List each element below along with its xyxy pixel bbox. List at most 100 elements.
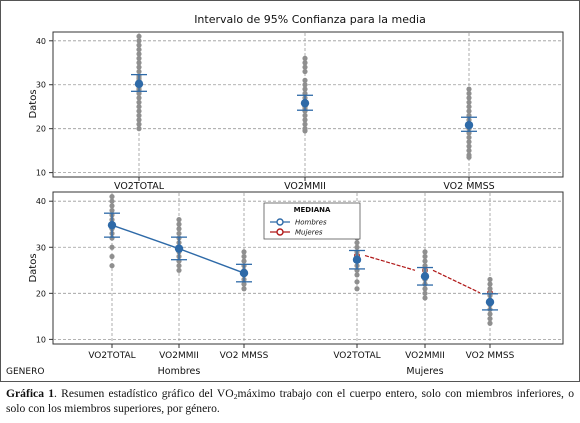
- top-data-point: [302, 112, 308, 119]
- bot-data-point: [109, 207, 115, 214]
- legend-mujeres-label: Mujeres: [295, 229, 323, 237]
- bot-data-point: [422, 249, 428, 255]
- bot-data-point: [487, 316, 493, 322]
- top-data-point: [466, 95, 472, 101]
- top-data-point: [136, 99, 142, 105]
- figure-caption: Gráfica 1. Resumen estadístico gráfico d…: [6, 386, 574, 416]
- top-data-point: [302, 121, 308, 127]
- top-data-point: [302, 82, 308, 88]
- bot-data-point: [176, 263, 182, 269]
- top-x-tick-label: VO2MMII: [284, 181, 326, 192]
- bot-mean-marker: [239, 268, 249, 278]
- caption-text-start: . Resumen estadístico gráfico del VO: [54, 387, 234, 400]
- top-data-point: [136, 112, 142, 119]
- top-data-point: [136, 121, 142, 127]
- top-data-point: [136, 126, 142, 132]
- top-y-axis-label: Datos: [28, 89, 39, 118]
- bot-data-point: [241, 281, 247, 287]
- top-data-point: [466, 139, 472, 145]
- factor-label-genero: GENERO: [6, 367, 44, 377]
- top-mean-marker: [464, 120, 474, 130]
- bot-data-point: [176, 230, 182, 237]
- bot-data-point: [422, 253, 428, 260]
- bot-data-point: [422, 295, 428, 301]
- bot-data-point: [487, 281, 493, 287]
- legend-hombres-label: Hombres: [295, 219, 327, 227]
- top-data-point: [136, 68, 142, 75]
- group-label-mujeres: Mujeres: [406, 366, 443, 377]
- bot-data-point: [176, 217, 182, 223]
- bot-data-point: [241, 249, 247, 255]
- bot-data-point: [109, 263, 115, 269]
- bottom-y-axis-label: Datos: [28, 253, 39, 282]
- bot-data-point: [422, 286, 428, 292]
- bot-data-point: [109, 244, 115, 250]
- bot-data-point: [487, 286, 493, 292]
- bottom-chart: Datos 10 20 30 40 VO2TOTAL VO2MMII VO2 MMSS VO…: [6, 191, 564, 377]
- bot-data-point: [241, 286, 247, 292]
- top-data-point: [466, 148, 472, 154]
- top-chart: Intervalo de 95% Confianza para la media…: [28, 13, 564, 192]
- top-data-point: [302, 77, 308, 83]
- bot-data-point: [422, 290, 428, 296]
- top-data-point: [466, 134, 472, 141]
- bot-data-point: [241, 253, 247, 260]
- legend: MEDIANA Hombres Mujeres: [263, 202, 361, 240]
- top-data-point: [136, 104, 142, 110]
- top-data-point: [466, 86, 472, 92]
- bot-y-tick-label: 30: [36, 243, 46, 252]
- median-line-mujeres-segment: [364, 254, 416, 271]
- top-data-point: [136, 95, 142, 101]
- top-data-point: [466, 90, 472, 97]
- bot-data-point: [176, 221, 182, 227]
- bot-data-point: [176, 267, 182, 273]
- bot-data-point: [487, 276, 493, 283]
- group-label-hombres: Hombres: [158, 366, 201, 377]
- top-data-point: [302, 117, 308, 123]
- top-data-point: [136, 108, 142, 114]
- top-y-tick-label: 40: [36, 37, 46, 46]
- bot-mean-marker: [352, 255, 362, 264]
- bot-data-point: [354, 244, 360, 250]
- bot-mean-marker: [485, 297, 495, 307]
- bot-data-point: [487, 320, 493, 326]
- top-x-tick-label: VO2 MMSS: [443, 181, 494, 192]
- bot-data-point: [241, 258, 247, 264]
- top-data-point: [466, 104, 472, 110]
- legend-mujeres-marker: [276, 228, 284, 236]
- bot-data-point: [487, 311, 493, 317]
- top-data-point: [136, 38, 142, 44]
- top-data-point: [302, 64, 308, 70]
- bot-data-point: [354, 286, 360, 292]
- top-data-point: [466, 152, 472, 158]
- bot-x-tick-label: VO2MMII: [405, 351, 445, 361]
- top-data-point: [302, 60, 308, 66]
- bot-mean-marker: [174, 244, 184, 253]
- top-x-tick-label: VO2TOTAL: [114, 181, 165, 192]
- top-data-point: [136, 46, 142, 53]
- top-y-tick-label: 30: [36, 81, 46, 90]
- legend-title: MEDIANA: [294, 206, 331, 214]
- bot-x-tick-label: VO2 MMSS: [466, 351, 515, 361]
- top-y-tick-label: 20: [36, 125, 46, 134]
- bot-data-point: [354, 279, 360, 285]
- bot-data-point: [109, 203, 115, 209]
- top-mean-marker: [300, 98, 310, 108]
- bot-y-tick-label: 40: [36, 197, 46, 206]
- bot-mean-marker: [420, 272, 430, 281]
- top-data-point: [136, 60, 142, 66]
- top-data-point: [136, 51, 142, 57]
- top-data-point: [302, 126, 308, 132]
- top-data-point: [302, 68, 308, 75]
- top-y-tick-label: 10: [36, 169, 46, 178]
- top-data-point: [136, 42, 142, 48]
- bot-x-tick-label: VO2TOTAL: [88, 351, 135, 361]
- bot-data-point: [354, 272, 360, 278]
- top-data-point: [136, 64, 142, 70]
- bot-mean-marker: [107, 220, 117, 230]
- caption-text-end: máximo trabajo con el cuerpo entero, sol…: [6, 387, 574, 415]
- legend-hombres-marker: [276, 218, 284, 226]
- bot-data-point: [354, 240, 360, 246]
- top-data-point: [302, 86, 308, 92]
